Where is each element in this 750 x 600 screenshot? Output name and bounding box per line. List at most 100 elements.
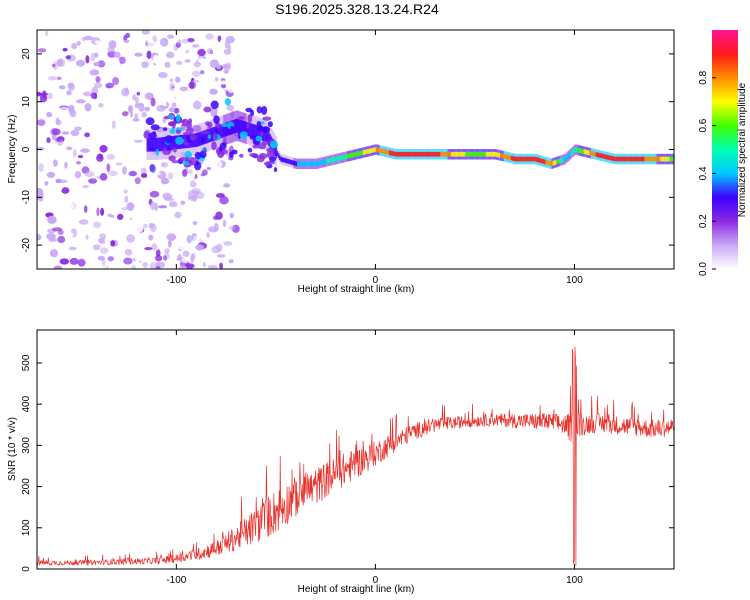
spectrogram-ridge-cell: [633, 156, 636, 162]
spectrogram-ridge-cell: [637, 156, 639, 162]
spectrogram-noise-cell: [200, 91, 209, 97]
spectrogram-ridge-cell: [449, 151, 452, 157]
colorbar-tick-label: 0.0: [698, 262, 709, 276]
spectrogram-ridge-blob: [173, 147, 177, 153]
spectrogram-ridge-cell: [635, 156, 637, 162]
spectrogram-noise-cell: [138, 253, 143, 261]
spectrogram-noise-cell: [161, 162, 169, 168]
spectrogram-ridge-blob: [210, 100, 219, 110]
spectrogram-ridge-cell: [508, 155, 510, 160]
spectrogram-ridge-cell: [458, 151, 460, 157]
spectrogram-ridge-cell: [405, 151, 408, 157]
spectrogram-ridge-cell: [248, 122, 250, 137]
spectrogram-noise-cell: [107, 256, 115, 262]
spectrogram-noise-cell: [223, 241, 233, 246]
spectrogram-ridge-cell: [227, 121, 230, 136]
spectrogram-ridge-cell: [205, 129, 207, 144]
spectrogram-ridge-cell: [658, 156, 661, 162]
spectrogram-ridge-cell: [344, 154, 347, 160]
spectrogram-noise-cell: [37, 142, 41, 147]
spectrogram-noise-cell: [127, 112, 131, 121]
spectrogram-noise-cell: [228, 259, 234, 264]
spectrogram-ridge-cell: [406, 151, 409, 157]
spectrogram-noise-cell: [37, 262, 41, 268]
spectrogram-noise-cell: [132, 94, 137, 101]
spectrogram-noise-cell: [184, 263, 195, 269]
spectrogram-noise-cell: [136, 91, 140, 96]
spectrogram-ridge-cell: [581, 148, 583, 154]
spectrogram-noise-cell: [61, 131, 70, 135]
spectrogram-y-ticks: -20 -10 0 10 20: [21, 48, 674, 252]
spectrogram-ridge-cell: [638, 156, 641, 162]
spectrogram-ridge-cell: [279, 155, 281, 160]
spectrogram-ridge-cell: [341, 155, 343, 161]
spectrogram-ridge-blob: [164, 135, 174, 144]
spectrogram-ridge-cell: [469, 151, 471, 157]
spectrogram-ridge-cell: [249, 122, 251, 137]
spectrogram-ridge-cell: [531, 156, 533, 162]
spectrogram-noise-cell: [146, 50, 152, 59]
spectrogram-noise-cell: [68, 246, 77, 251]
spectrogram-ridge-cell: [243, 121, 245, 135]
spectrogram-ridge-cell: [239, 119, 242, 134]
spectrogram-noise-cell: [192, 44, 200, 48]
spectrogram-ridge-cell: [666, 156, 668, 162]
spectrogram-noise-cell: [192, 79, 200, 83]
spectrogram-noise-cell: [181, 38, 189, 44]
spectrogram-ridge-cell: [388, 150, 391, 156]
spectrogram-ridge-cell: [170, 136, 172, 150]
spectrogram-ridge-cell: [369, 148, 372, 154]
spectrogram-noise-cell: [161, 30, 168, 37]
spectrogram-noise-cell: [113, 95, 119, 102]
spectrogram-ridge-cell: [575, 147, 577, 152]
spectrogram-ridge-cell: [641, 156, 643, 162]
spectrogram-ridge-blob: [247, 114, 253, 123]
spectrogram-ridge-cell: [353, 152, 355, 158]
spectrogram-ridge-cell: [218, 125, 220, 139]
spectrogram-ridge-cell: [234, 119, 237, 133]
spectrogram-ridge-blob: [185, 128, 190, 132]
spectrogram-noise-cell: [89, 204, 97, 210]
spectrogram-ridge-cell: [504, 154, 507, 159]
spectrogram-noise-cell: [46, 171, 56, 178]
spectrogram-noise-cell: [148, 234, 154, 241]
spectrogram-ridge-cell: [256, 125, 258, 139]
spectrogram-noise-cell: [213, 222, 219, 232]
spectrogram-ridge-cell: [220, 124, 223, 139]
spectrogram-noise-cell: [105, 82, 115, 89]
spectrogram-ridge-cell: [325, 159, 328, 164]
spectrogram-ridge-cell: [302, 161, 305, 167]
spectrogram-ridge-cell: [436, 151, 439, 157]
spectrogram-ridge-cell: [605, 154, 607, 160]
spectrogram-ridge-cell: [598, 152, 600, 158]
spectrogram-noise-cell: [94, 52, 99, 58]
snr-y-tick-label: 400: [21, 395, 32, 412]
spectrogram-noise-cell: [53, 265, 63, 269]
spectrogram-ridge-cell: [287, 159, 289, 164]
spectrogram-noise-cell: [155, 266, 161, 269]
spectrogram-noise-cell: [185, 49, 189, 54]
spectrogram-ridge-cell: [298, 161, 300, 167]
spectrogram-ridge-cell: [466, 151, 469, 157]
spectrogram-ridge-cell: [412, 151, 415, 157]
spectrogram-noise-cell: [52, 61, 58, 70]
spectrogram-noise-cell: [77, 258, 86, 267]
spectrogram-ridge-cell: [535, 157, 538, 162]
spectrogram-ridge-cell: [544, 159, 546, 165]
spectrogram-noise-cell: [78, 219, 89, 225]
spectrogram-noise-cell: [66, 90, 72, 96]
spectrogram-noise-cell: [206, 160, 216, 168]
spectrogram-noise-cell: [49, 249, 59, 258]
spectrogram-ridge-cell: [221, 123, 224, 138]
spectrogram-ridge-blob: [175, 129, 181, 134]
spectrogram-noise-cell: [149, 190, 160, 198]
spectrogram-noise-cell: [177, 30, 186, 37]
spectrogram-noise-cell: [184, 59, 191, 63]
spectrogram-ridge-cell: [580, 148, 582, 154]
spectrogram-ridge-cell: [148, 137, 151, 152]
spectrogram-ridge-cell: [159, 137, 162, 152]
spectrogram-ridge-cell: [650, 156, 653, 162]
spectrogram-ridge-cell: [532, 156, 534, 162]
spectrogram-ridge-cell: [386, 149, 389, 155]
